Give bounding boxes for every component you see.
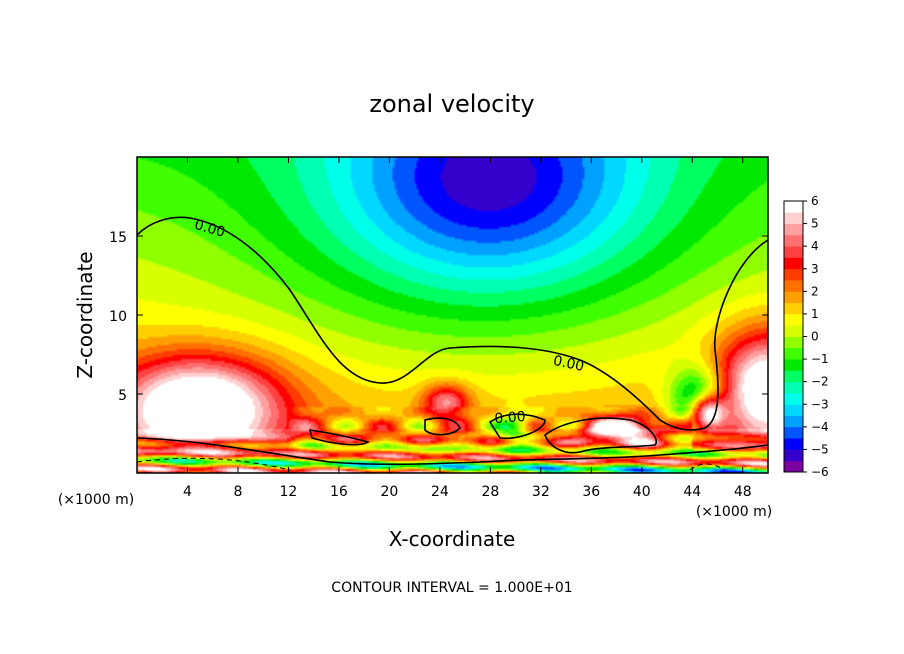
colorbar-tick-label: −1: [811, 352, 829, 366]
colorbar-swatch: [784, 347, 803, 360]
colorbar-tick-label: −5: [811, 442, 829, 456]
colorbar-swatch: [784, 201, 803, 213]
colorbar-tick-label: 6: [811, 194, 819, 208]
colorbar-swatch: [784, 426, 803, 439]
zero-contour-main: [137, 216, 768, 431]
y-tick-label: 10: [109, 309, 127, 325]
x-tick-label: 44: [683, 484, 701, 500]
colorbar-swatch: [784, 336, 803, 349]
chart-title: zonal velocity: [369, 90, 534, 118]
colorbar-swatch: [784, 381, 803, 394]
x-tick-label: 12: [280, 484, 298, 500]
x-unit-label: (×1000 m): [58, 492, 134, 508]
colorbar-tick-label: 1: [811, 307, 819, 321]
x-tick-label: 20: [380, 484, 398, 500]
colorbar-tick-label: 4: [811, 239, 819, 253]
colorbar-tick-label: 2: [811, 284, 819, 298]
colorbar-tick-label: −6: [811, 465, 829, 479]
colorbar-tick-label: −4: [811, 420, 829, 434]
colorbar-swatch: [784, 359, 803, 371]
colorbar-swatch: [784, 257, 803, 270]
contour-label-3: 0.00: [494, 409, 526, 427]
zero-contour-cell-2: [424, 417, 461, 436]
plot-area: 0.00 0.00 0.00: [136, 156, 769, 474]
colorbar-swatch: [784, 291, 803, 304]
heatmap-field: [137, 157, 768, 473]
colorbar-tick-label: −2: [811, 375, 829, 389]
y-axis: 5 10 15: [109, 230, 768, 404]
colorbar-tick-label: 3: [811, 262, 819, 276]
x-tick-label: 40: [633, 484, 651, 500]
colorbar-swatch: [784, 212, 803, 224]
colorbar-tick-label: 5: [811, 217, 819, 231]
x-axis-title: X-coordinate: [389, 527, 516, 551]
colorbar-swatch: [784, 392, 803, 405]
colorbar-swatch: [784, 223, 803, 236]
colorbar-swatch: [784, 370, 803, 383]
y-tick-label: 5: [118, 388, 127, 404]
colorbar-swatch: [784, 280, 803, 292]
zero-contour-cell-3: [488, 413, 546, 440]
y-axis-title: Z-coordinate: [73, 251, 97, 378]
colorbar-swatch: [784, 302, 803, 315]
x-tick-label: 16: [330, 484, 348, 500]
zero-contour-cell-1: [308, 429, 370, 446]
x-axis: 4 8 12 16 20 24 28 32 36 40 44 48: [183, 157, 752, 500]
colorbar: 6 5 4 3 2 1 0 −1 −2 −3 −4 −5 −6: [783, 194, 829, 479]
contour-label-2: 0.00: [552, 353, 586, 375]
zero-contours: [137, 216, 768, 466]
negative-contour-bottom: [137, 457, 291, 471]
x-tick-label: 28: [481, 484, 499, 500]
colorbar-swatch: [784, 325, 803, 337]
contour-interval-note: CONTOUR INTERVAL = 1.000E+01: [331, 580, 572, 596]
contour-labels: 0.00 0.00 0.00: [193, 217, 586, 427]
x-tick-label: 32: [532, 484, 550, 500]
colorbar-tick-label: 0: [811, 330, 819, 344]
colorbar-swatch: [784, 404, 803, 416]
x-tick-label: 36: [582, 484, 600, 500]
y-unit-label: (×1000 m): [696, 504, 772, 520]
colorbar-swatch: [784, 313, 803, 326]
x-tick-label: 24: [431, 484, 449, 500]
colorbar-swatch: [784, 449, 803, 462]
colorbar-swatch: [784, 415, 803, 428]
y-tick-label: 15: [109, 230, 127, 246]
colorbar-swatch: [784, 246, 803, 258]
colorbar-swatch: [784, 438, 803, 450]
colorbar-swatch: [784, 460, 803, 473]
x-tick-label: 48: [734, 484, 752, 500]
zero-contour-cell-4: [544, 417, 657, 454]
x-tick-label: 4: [183, 484, 192, 500]
colorbar-swatch: [784, 268, 803, 281]
colorbar-tick-label: −3: [811, 397, 829, 411]
colorbar-swatch: [784, 234, 803, 247]
zero-contour-lower: [137, 437, 768, 466]
x-tick-label: 8: [233, 484, 242, 500]
